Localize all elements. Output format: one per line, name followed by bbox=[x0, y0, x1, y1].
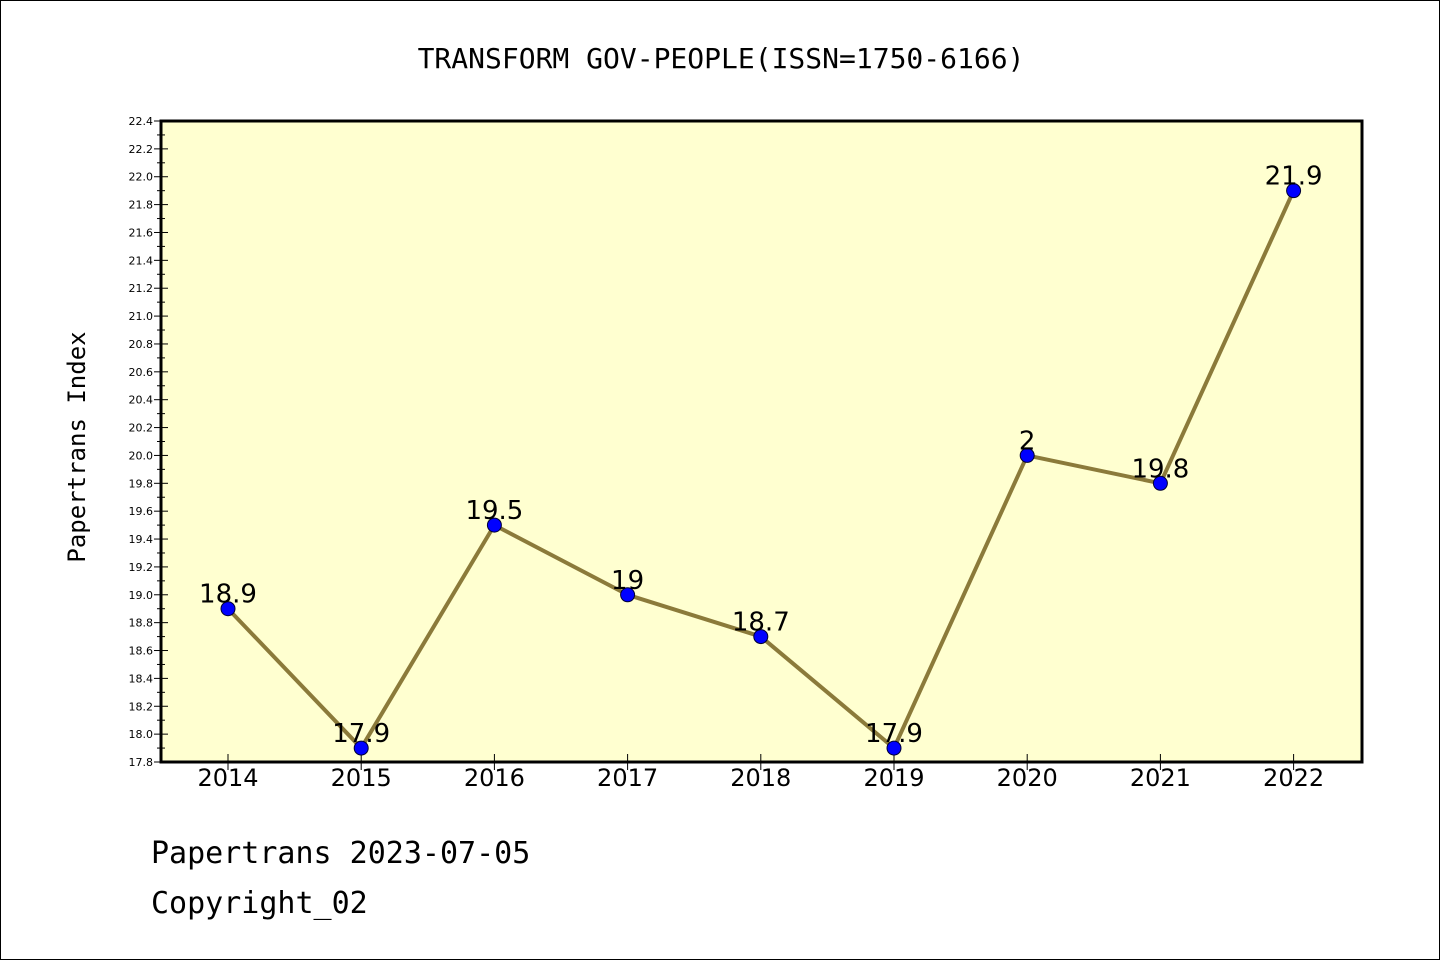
y-tick-label: 18.2 bbox=[129, 700, 154, 713]
y-axis-ticks: 17.8 18.0 18.2 18.4 18.6 18.8 19.0 19.2 19.4 19.6… bbox=[129, 115, 168, 769]
data-labels: 18.9 17.9 19.5 19 18.7 17.9 2 19.8 21.9 bbox=[199, 162, 1322, 749]
y-tick-label: 19.8 bbox=[129, 477, 154, 490]
data-label: 18.7 bbox=[732, 608, 790, 638]
y-tick-label: 19.0 bbox=[129, 589, 154, 602]
x-tick-label: 2015 bbox=[331, 764, 392, 792]
data-point bbox=[620, 587, 636, 603]
data-point bbox=[353, 740, 369, 756]
y-tick-label: 18.4 bbox=[129, 672, 154, 685]
x-tick-label: 2018 bbox=[730, 764, 791, 792]
x-tick-label: 2022 bbox=[1263, 764, 1324, 792]
data-label: 19 bbox=[611, 566, 644, 596]
y-tick-label: 19.4 bbox=[129, 533, 154, 546]
data-label: 21.9 bbox=[1265, 162, 1323, 192]
data-label: 19.8 bbox=[1131, 454, 1189, 484]
data-point bbox=[1152, 475, 1168, 491]
series-group bbox=[220, 183, 1302, 756]
data-label: 18.9 bbox=[199, 580, 257, 610]
y-tick-label: 19.2 bbox=[129, 561, 154, 574]
data-label: 17.9 bbox=[865, 719, 923, 749]
y-tick-label: 20.2 bbox=[129, 422, 154, 435]
x-tick-label: 2019 bbox=[863, 764, 924, 792]
y-tick-label: 20.8 bbox=[129, 338, 154, 351]
data-point bbox=[1286, 183, 1302, 199]
y-tick-label: 22.0 bbox=[129, 171, 154, 184]
x-axis-ticks: 2014 2015 2016 2017 2018 2019 2020 2021 2022 bbox=[197, 754, 1324, 792]
footer-date-text: Papertrans 2023-07-05 bbox=[151, 836, 531, 871]
y-tick-label: 21.0 bbox=[129, 310, 154, 323]
x-tick-label: 2020 bbox=[997, 764, 1058, 792]
y-tick-label: 18.6 bbox=[129, 645, 154, 658]
y-tick-label: 19.6 bbox=[129, 505, 154, 518]
data-point bbox=[1019, 447, 1035, 463]
y-tick-label: 18.0 bbox=[129, 728, 154, 741]
y-tick-label: 22.4 bbox=[129, 115, 154, 128]
y-tick-label: 20.6 bbox=[129, 366, 154, 379]
chart-title: TRANSFORM GOV-PEOPLE(ISSN=1750-6166) bbox=[418, 42, 1025, 75]
y-tick-label: 21.8 bbox=[129, 199, 154, 212]
x-tick-label: 2021 bbox=[1130, 764, 1191, 792]
y-tick-label: 17.8 bbox=[129, 756, 154, 769]
y-tick-label: 20.0 bbox=[129, 449, 154, 462]
y-tick-label: 22.2 bbox=[129, 143, 154, 156]
plot-area bbox=[159, 119, 1364, 764]
data-label: 17.9 bbox=[332, 719, 390, 749]
y-tick-label: 21.4 bbox=[129, 254, 154, 267]
y-tick-label: 20.4 bbox=[129, 394, 154, 407]
y-tick-label: 18.8 bbox=[129, 617, 154, 630]
x-tick-label: 2014 bbox=[197, 764, 258, 792]
data-label: 19.5 bbox=[465, 496, 523, 526]
data-label: 2 bbox=[1019, 426, 1036, 456]
data-point bbox=[220, 601, 236, 617]
footer-copyright-text: Copyright_02 bbox=[151, 886, 368, 921]
y-axis-label: Papertrans Index bbox=[63, 331, 91, 562]
data-point bbox=[486, 517, 502, 533]
y-tick-label: 21.6 bbox=[129, 226, 154, 239]
x-tick-label: 2016 bbox=[464, 764, 525, 792]
data-point bbox=[753, 629, 769, 645]
data-point bbox=[886, 740, 902, 756]
x-tick-label: 2017 bbox=[597, 764, 658, 792]
y-tick-label: 21.2 bbox=[129, 282, 154, 295]
